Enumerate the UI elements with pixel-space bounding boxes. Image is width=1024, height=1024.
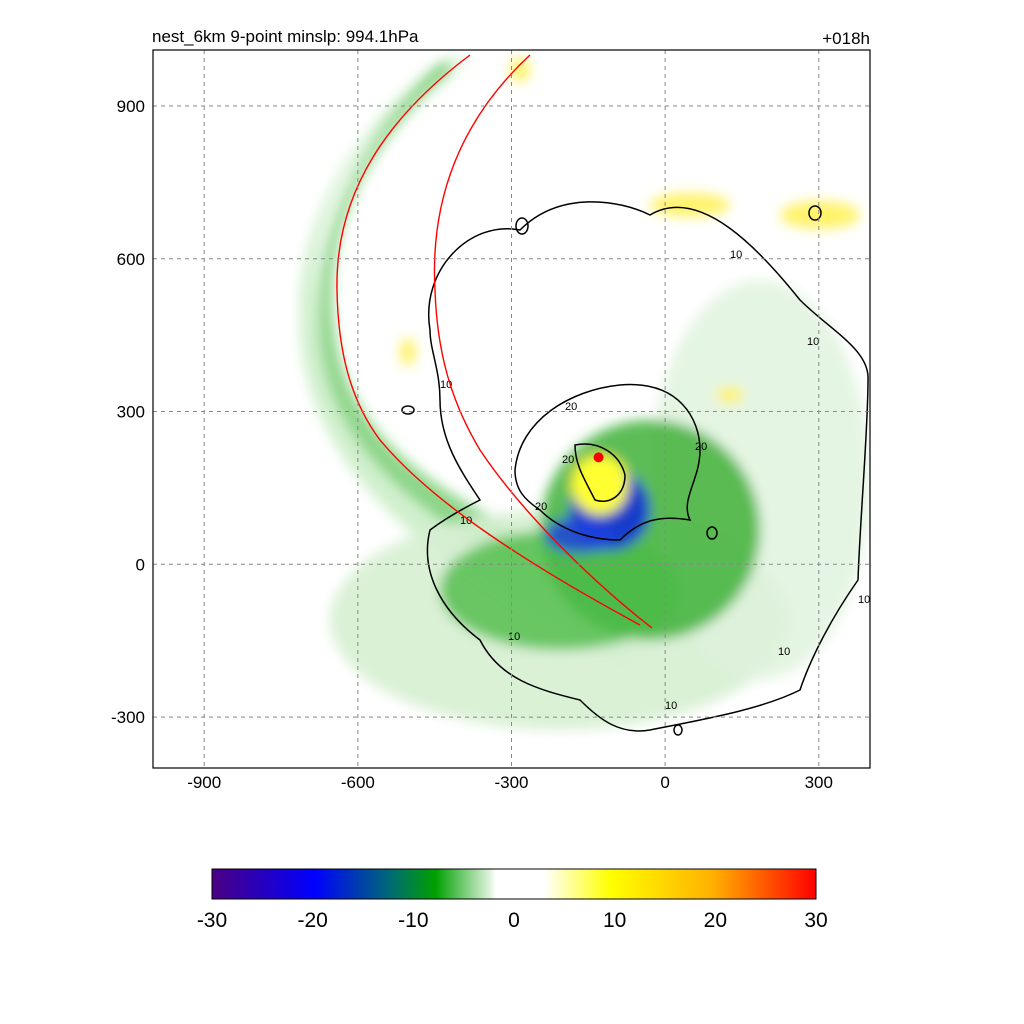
plot-frame xyxy=(152,49,871,769)
x-tick-label: -300 xyxy=(494,773,528,792)
colorbar-tick-label: 0 xyxy=(508,909,520,932)
contour-label-10: 10 xyxy=(508,631,520,643)
red-arc-inner xyxy=(433,54,653,629)
colorbar-tick-label: 10 xyxy=(603,909,626,932)
colorbar-tick-label: -10 xyxy=(398,909,428,932)
plot-area: 10 10 10 10 10 10 10 10 20 20 20 20 xyxy=(111,49,871,792)
x-tick-label: 0 xyxy=(660,773,669,792)
chart-title: nest_6km 9-point minslp: 994.1hPa xyxy=(152,27,419,46)
contour-label-20: 20 xyxy=(535,501,547,513)
contour-10-outer xyxy=(426,201,869,732)
contour-label-20: 20 xyxy=(565,401,577,413)
contour-label-20: 20 xyxy=(562,454,574,466)
yellow-arc-tip xyxy=(510,58,530,82)
contour-label-10: 10 xyxy=(665,700,677,712)
contour-small-4 xyxy=(706,526,718,540)
contours xyxy=(401,201,869,736)
colorbar-tick-label: 20 xyxy=(704,909,727,932)
yellow-north-1 xyxy=(650,193,730,217)
yellow-core xyxy=(572,455,628,515)
yellow-east xyxy=(716,387,744,403)
x-tick-label: -600 xyxy=(341,773,375,792)
contour-label-10: 10 xyxy=(730,249,742,261)
x-tick-label: -900 xyxy=(187,773,221,792)
x-axis-ticks: -900 -600 -300 0 300 xyxy=(187,773,833,792)
colorbar-tick-labels: -30 -20 -10 0 10 20 30 xyxy=(197,909,828,932)
contour-label-10: 10 xyxy=(778,646,790,658)
forecast-hour: +018h xyxy=(822,29,870,48)
contour-label-10: 10 xyxy=(807,336,819,348)
colorbar-tick-label: -30 xyxy=(197,909,227,932)
contour-label-10: 10 xyxy=(460,515,472,527)
y-tick-label: 600 xyxy=(117,250,145,269)
y-tick-label: -300 xyxy=(111,708,145,727)
contour-small-1 xyxy=(401,405,415,415)
y-tick-label: 0 xyxy=(136,555,145,574)
y-tick-label: 900 xyxy=(117,97,145,116)
contour-label-20: 20 xyxy=(695,441,707,453)
red-arc-outer xyxy=(336,54,641,626)
contour-small-3 xyxy=(808,205,822,221)
yellow-west xyxy=(400,338,416,366)
x-tick-label: 300 xyxy=(805,773,833,792)
colorbar: -30 -20 -10 0 10 20 30 xyxy=(197,868,828,932)
contour-20 xyxy=(514,383,701,541)
storm-center-marker xyxy=(593,452,604,463)
contour-label-10: 10 xyxy=(858,594,870,606)
red-arcs xyxy=(336,54,653,629)
colorbar-gradient xyxy=(211,868,817,900)
contour-20-inner xyxy=(574,443,626,502)
colorbar-tick-label: 30 xyxy=(804,909,827,932)
contour-small-5 xyxy=(673,724,683,736)
y-tick-label: 300 xyxy=(117,403,145,422)
contour-labels: 10 10 10 10 10 10 10 10 20 20 20 20 xyxy=(440,249,870,712)
colorbar-tick-label: -20 xyxy=(297,909,327,932)
core-green-2 xyxy=(440,530,680,650)
y-axis-ticks: -300 0 300 600 900 xyxy=(111,97,145,727)
shaded-field: 10 10 10 10 10 10 10 10 20 20 20 20 xyxy=(299,54,870,736)
contour-small-2 xyxy=(515,217,529,235)
light-green-arc xyxy=(299,58,660,660)
